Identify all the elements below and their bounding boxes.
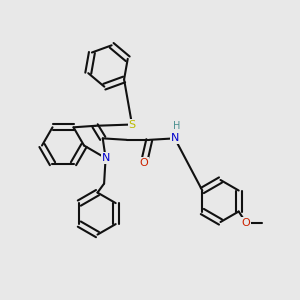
Text: O: O (140, 158, 148, 168)
Text: O: O (242, 218, 250, 228)
Text: N: N (101, 153, 110, 163)
Text: H: H (173, 121, 181, 131)
Text: N: N (171, 134, 179, 143)
Text: S: S (128, 119, 136, 130)
